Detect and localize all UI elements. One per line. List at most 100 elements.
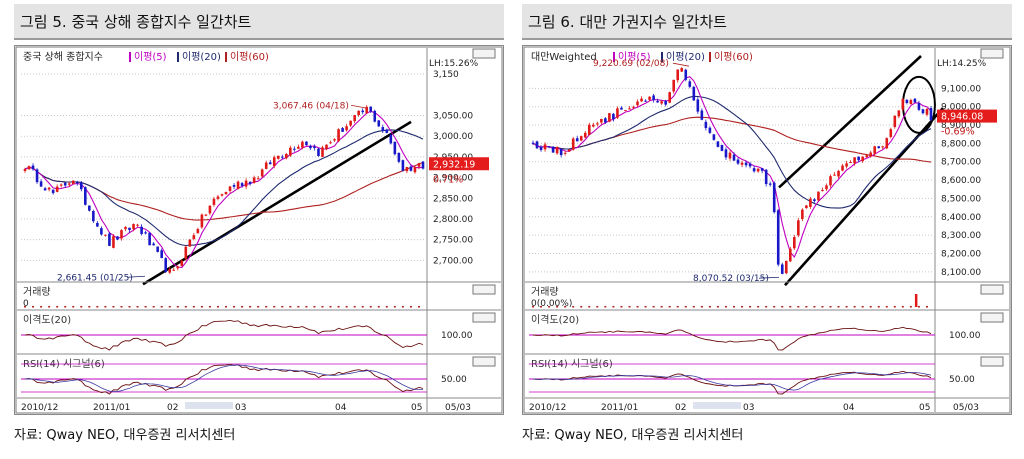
volume-bar	[385, 306, 388, 308]
candle-body	[59, 184, 63, 186]
candle-body	[401, 160, 405, 171]
candle-body	[71, 180, 75, 185]
reference-label: 50.00	[949, 375, 975, 385]
volume-bar	[580, 306, 583, 308]
volume-bar	[901, 306, 904, 308]
chart-series-name: 대만Weighted	[531, 51, 597, 63]
volume-bar	[540, 306, 543, 308]
candle-body	[27, 166, 31, 170]
annotation-low: 2,661.45 (01/25)	[57, 273, 133, 283]
x-tick-label: 03	[235, 403, 246, 413]
volume-bar	[789, 306, 792, 308]
legend-label: 이평(60)	[230, 51, 269, 63]
candle-body	[841, 165, 844, 171]
candle-body	[196, 229, 200, 234]
taiwan-chart: 9,100.00 9,000.00 8,900.00 8,800.00 8,700.00…	[523, 46, 1011, 414]
candle-body	[809, 198, 812, 207]
candle-body	[672, 79, 676, 92]
volume-bar	[152, 306, 155, 308]
candle-body	[881, 146, 885, 148]
volume-bar	[249, 306, 252, 308]
candle-body	[92, 211, 95, 222]
scrollbar-thumb	[185, 402, 233, 409]
volume-bar	[893, 306, 896, 308]
candle-body	[587, 124, 591, 135]
candle-body	[268, 162, 272, 165]
volume-bar	[216, 306, 219, 308]
candle-body	[764, 169, 768, 185]
candle-body	[200, 214, 204, 228]
candle-body	[696, 99, 700, 112]
candle-body	[563, 152, 567, 154]
candle-body	[793, 237, 796, 249]
candle-body	[596, 123, 599, 125]
candle-body	[688, 81, 692, 87]
candle-body	[579, 136, 583, 141]
y-tick-label: 8,300.00	[941, 231, 981, 241]
candle-body	[39, 181, 43, 187]
candle-body	[43, 188, 47, 191]
candle-body	[877, 146, 881, 149]
volume-bar	[321, 306, 324, 308]
candle-body	[692, 86, 696, 101]
volume-bar	[692, 306, 695, 308]
candle-body	[756, 168, 760, 172]
legend-swatch	[129, 52, 131, 62]
candle-body	[365, 106, 369, 114]
candle-body	[909, 100, 913, 105]
scrollbar-thumb	[693, 402, 741, 409]
rsi-signal-line	[532, 372, 932, 391]
candle-body	[224, 191, 228, 195]
candle-body	[136, 224, 139, 226]
volume-bar	[233, 306, 236, 308]
ma5-line	[24, 110, 424, 269]
candle-body	[636, 101, 639, 106]
candle-body	[547, 146, 551, 148]
volume-bar	[345, 306, 348, 308]
candle-body	[305, 141, 308, 146]
candle-body	[55, 186, 59, 192]
volume-bar	[668, 306, 671, 308]
y-tick-label: 8,500.00	[941, 194, 981, 204]
annotation-arrow	[126, 275, 146, 278]
y-tick-label: 2,750.00	[433, 236, 473, 246]
ma20-line	[532, 95, 932, 209]
y-tick-label: 3,150	[433, 70, 459, 80]
candle-body	[772, 182, 776, 213]
candle-body	[760, 168, 764, 171]
volume-bar	[532, 306, 534, 308]
candle-body	[264, 162, 268, 169]
volume-bar	[313, 306, 316, 308]
candle-body	[240, 183, 244, 186]
candle-body	[156, 246, 159, 252]
candle-body	[857, 156, 860, 161]
candle-body	[656, 101, 659, 103]
candle-body	[616, 108, 619, 118]
candle-body	[84, 187, 87, 205]
candle-body	[813, 199, 816, 202]
candle-body	[180, 260, 184, 266]
candle-body	[132, 223, 135, 230]
volume-bar	[88, 306, 91, 308]
legend-label: 이평(20)	[666, 51, 705, 63]
candle-body	[341, 128, 344, 132]
plot-background	[15, 46, 503, 414]
candle-body	[23, 168, 27, 172]
candle-body	[160, 250, 163, 259]
candle-body	[640, 98, 643, 102]
candle-body	[385, 129, 389, 133]
candle-body	[329, 142, 332, 144]
volume-bar	[40, 306, 43, 308]
candle-body	[676, 69, 680, 81]
candle-body	[361, 110, 364, 113]
candle-body	[280, 156, 284, 158]
volume-bar	[305, 306, 308, 308]
volume-bar	[168, 306, 171, 308]
candle-body	[236, 181, 240, 189]
figure-panel-taiwan: 그림 6. 대만 가권지수 일간차트 9,100.00 9,000.00 8,900…	[522, 0, 1022, 459]
x-tick-label: 04	[335, 403, 347, 413]
volume-bar	[289, 306, 292, 308]
candle-body	[289, 147, 292, 156]
candle-body	[776, 210, 780, 265]
volume-bar	[652, 306, 655, 308]
